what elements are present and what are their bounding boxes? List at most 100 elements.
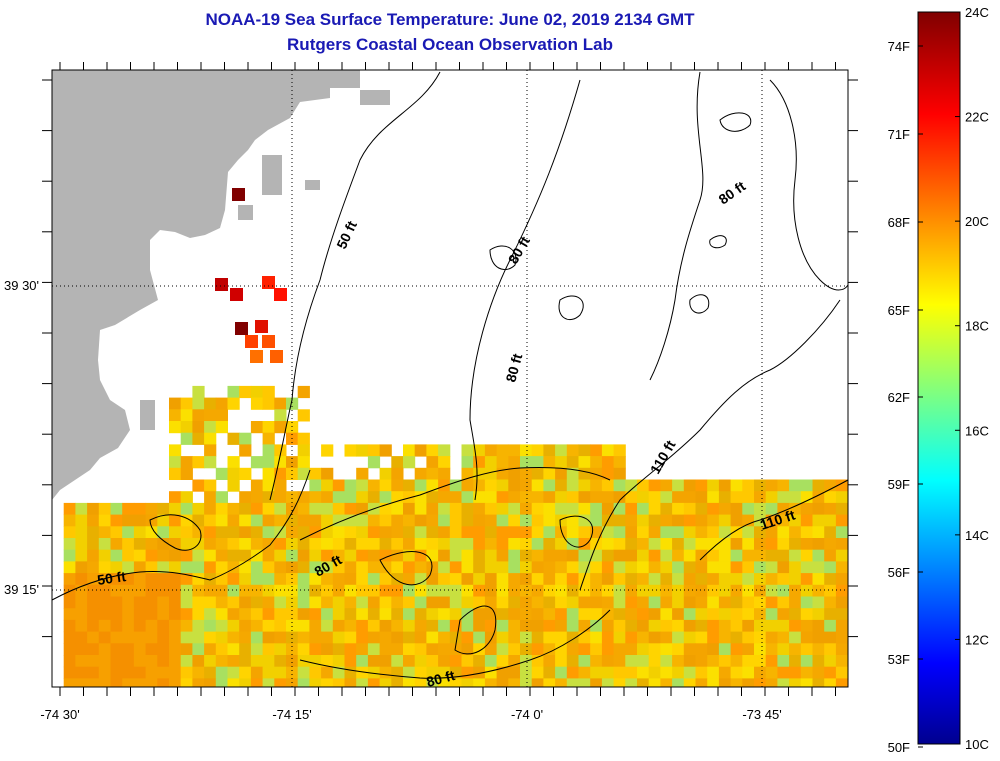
sst-pixel [718, 526, 732, 539]
sst-pixel [332, 502, 345, 516]
sst-pixel [286, 526, 299, 539]
sst-pixel [180, 514, 193, 527]
sst-pixel [637, 491, 650, 504]
sst-pixel [122, 678, 135, 687]
sst-pixel [321, 619, 334, 633]
sst-pixel [438, 526, 451, 539]
sst-pixel [800, 502, 813, 516]
sst-pixel [215, 643, 228, 656]
sst-pixel [800, 608, 813, 621]
sst-pixel [824, 502, 837, 516]
sst-pixel [133, 631, 147, 644]
sst-pixel [566, 643, 579, 656]
contour-line [379, 551, 433, 586]
sst-pixel [379, 655, 392, 668]
sst-pixel [672, 561, 685, 574]
land-mass [140, 400, 155, 430]
sst-pixel [274, 467, 287, 480]
sst-pixel [707, 514, 720, 527]
sst-pixel [180, 432, 193, 445]
sst-pixel [98, 526, 111, 539]
sst-pixel [637, 561, 650, 574]
sst-pixel [648, 561, 661, 574]
sst-pixel [812, 561, 825, 574]
sst-pixel [215, 561, 228, 574]
sst-pixel [262, 619, 275, 633]
sst-pixel [169, 526, 182, 539]
sst-pixel [414, 584, 427, 597]
sst-pixel [449, 678, 462, 687]
sst-pixel [309, 666, 322, 679]
sst-pixel [812, 549, 825, 562]
sst-pixel [356, 538, 369, 551]
sst-pixel [403, 538, 416, 551]
contour-line [719, 112, 752, 132]
sst-pixel [180, 678, 193, 687]
sst-pixel [110, 514, 123, 527]
sst-pixel [555, 538, 568, 551]
sst-pixel [332, 666, 345, 679]
sst-pixel [332, 526, 345, 539]
sst-pixel [800, 643, 813, 656]
sst-pixel [87, 573, 100, 586]
sst-pixel [63, 608, 76, 621]
sst-pixel [508, 526, 521, 539]
sst-pixel [379, 631, 392, 644]
sst-pixel [800, 526, 813, 539]
sst-pixel [391, 643, 404, 656]
sst-pixel [63, 549, 76, 562]
sst-pixel [367, 491, 381, 504]
sst-pixel [379, 491, 392, 504]
sst-pixel [718, 479, 732, 492]
sst-pixel [660, 608, 673, 621]
sst-pixel [683, 619, 696, 633]
sst-pixel [531, 561, 544, 574]
sst-pixel [344, 584, 357, 597]
sst-pixel [648, 479, 661, 492]
sst-pixel [426, 584, 439, 597]
sst-pixel [286, 666, 299, 679]
sst-pixel [461, 538, 474, 551]
sst-pixel [555, 666, 568, 679]
land-mass [52, 70, 330, 500]
sst-pixel [192, 514, 205, 527]
sst-pixel [835, 666, 848, 679]
sst-pixel [508, 538, 521, 551]
sst-pixel [707, 584, 720, 597]
sst-pixel [613, 643, 626, 656]
sst-pixel [426, 491, 439, 504]
sst-pixel [262, 421, 275, 434]
sst-pixel [356, 643, 369, 656]
sst-pixel [742, 655, 755, 668]
sst-pixel [145, 502, 158, 516]
sst-pixel [169, 561, 182, 574]
contour-line [52, 469, 311, 601]
sst-pixel [461, 631, 474, 644]
sst-pixel [484, 584, 498, 597]
sst-pixel [321, 631, 334, 644]
sst-pixel [601, 631, 615, 644]
sst-pixel [555, 526, 568, 539]
sst-pixel [426, 596, 439, 609]
sst-pixel [835, 491, 848, 504]
sst-pixel [730, 666, 743, 679]
sst-pixel [496, 502, 509, 516]
sst-pixel [835, 655, 848, 668]
sst-pixel [660, 502, 673, 516]
sst-pixel [215, 538, 228, 551]
sst-pixel [824, 479, 837, 492]
sst-pixel [707, 491, 720, 504]
sst-pixel [730, 502, 743, 516]
sst-pixel [157, 584, 170, 597]
sst-pixel [449, 491, 462, 504]
sst-pixel [578, 619, 591, 633]
sst-pixel [367, 514, 381, 527]
sst-pixel [718, 596, 732, 609]
sst-pixel [461, 573, 474, 586]
sst-pixel [496, 444, 509, 457]
sst-pixel [718, 678, 732, 687]
sst-pixel [403, 502, 416, 516]
sst-pixel [192, 479, 205, 492]
sst-pixel [672, 666, 685, 679]
sst-pixel [835, 619, 848, 633]
